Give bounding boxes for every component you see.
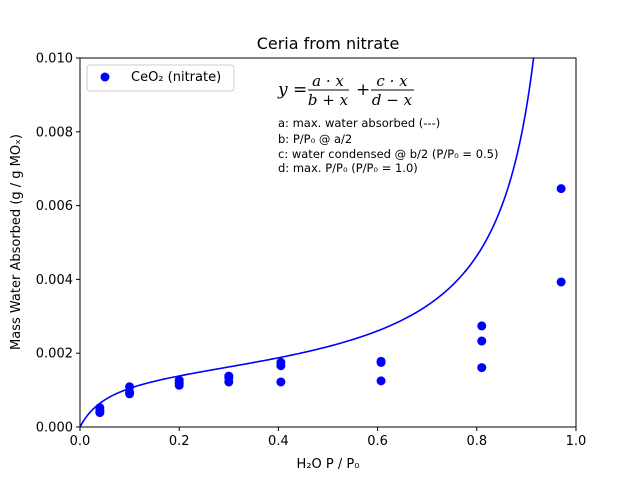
annotation-c: c: water condensed @ b/2 (P/P₀ = 0.5) [278,147,498,161]
y-axis-title: Mass Water Absorbed (g / g MOₓ) [9,134,24,350]
data-point [95,408,105,418]
data-point [125,389,135,399]
y-tick-label: 0.010 [36,52,73,67]
equation-plus: + [356,80,370,100]
y-tick-label: 0.006 [36,199,73,214]
equation-term1-denominator: b + x [308,91,349,109]
annotation-b: b: P/P₀ @ a/2 [278,132,352,146]
y-tick-label: 0.002 [36,347,73,362]
x-axis-title: H₂O P / P₀ [297,457,360,472]
legend-box [86,64,235,92]
fit-curve-line [80,58,535,427]
data-point [276,377,286,387]
data-point [477,336,487,346]
y-tick-label: 0.008 [36,125,73,140]
equation-term2-numerator: c · x [376,72,408,90]
x-tick-label: 0.6 [367,434,388,449]
legend-label: CeO₂ (nitrate) [131,70,221,85]
annotation-d: d: max. P/P₀ (P/P₀ = 1.0) [278,161,418,175]
y-tick-label: 0.000 [36,421,73,436]
equation: y = a · x b + x + c · x d − x [277,72,414,109]
data-point [556,184,566,194]
equation-lhs: y = [277,80,307,100]
data-point [174,380,184,390]
data-point [556,277,566,287]
plot-area [80,58,566,427]
y-tick-label: 0.004 [36,273,73,288]
x-tick-label: 0.4 [268,434,289,449]
data-point [477,321,487,331]
equation-term2-denominator: d − x [372,91,413,109]
x-tick-label: 0.0 [70,434,91,449]
data-point [276,361,286,371]
data-point [477,363,487,373]
chart-title: Ceria from nitrate [257,34,400,53]
legend: CeO₂ (nitrate) [86,64,235,92]
legend-marker [100,72,110,82]
data-point [376,376,386,386]
x-ticks: 0.0 0.2 0.4 0.6 0.8 1.0 [70,427,587,449]
y-ticks: 0.000 0.002 0.004 0.006 0.008 0.010 [36,52,80,436]
x-tick-label: 1.0 [566,434,587,449]
x-tick-label: 0.2 [169,434,190,449]
axes-frame [79,57,577,428]
annotations: a: max. water absorbed (---) b: P/P₀ @ a… [278,116,498,175]
equation-term1-numerator: a · x [312,72,344,90]
data-point [224,377,234,387]
data-point [376,357,386,367]
x-tick-label: 0.8 [466,434,487,449]
annotation-a: a: max. water absorbed (---) [278,116,440,130]
